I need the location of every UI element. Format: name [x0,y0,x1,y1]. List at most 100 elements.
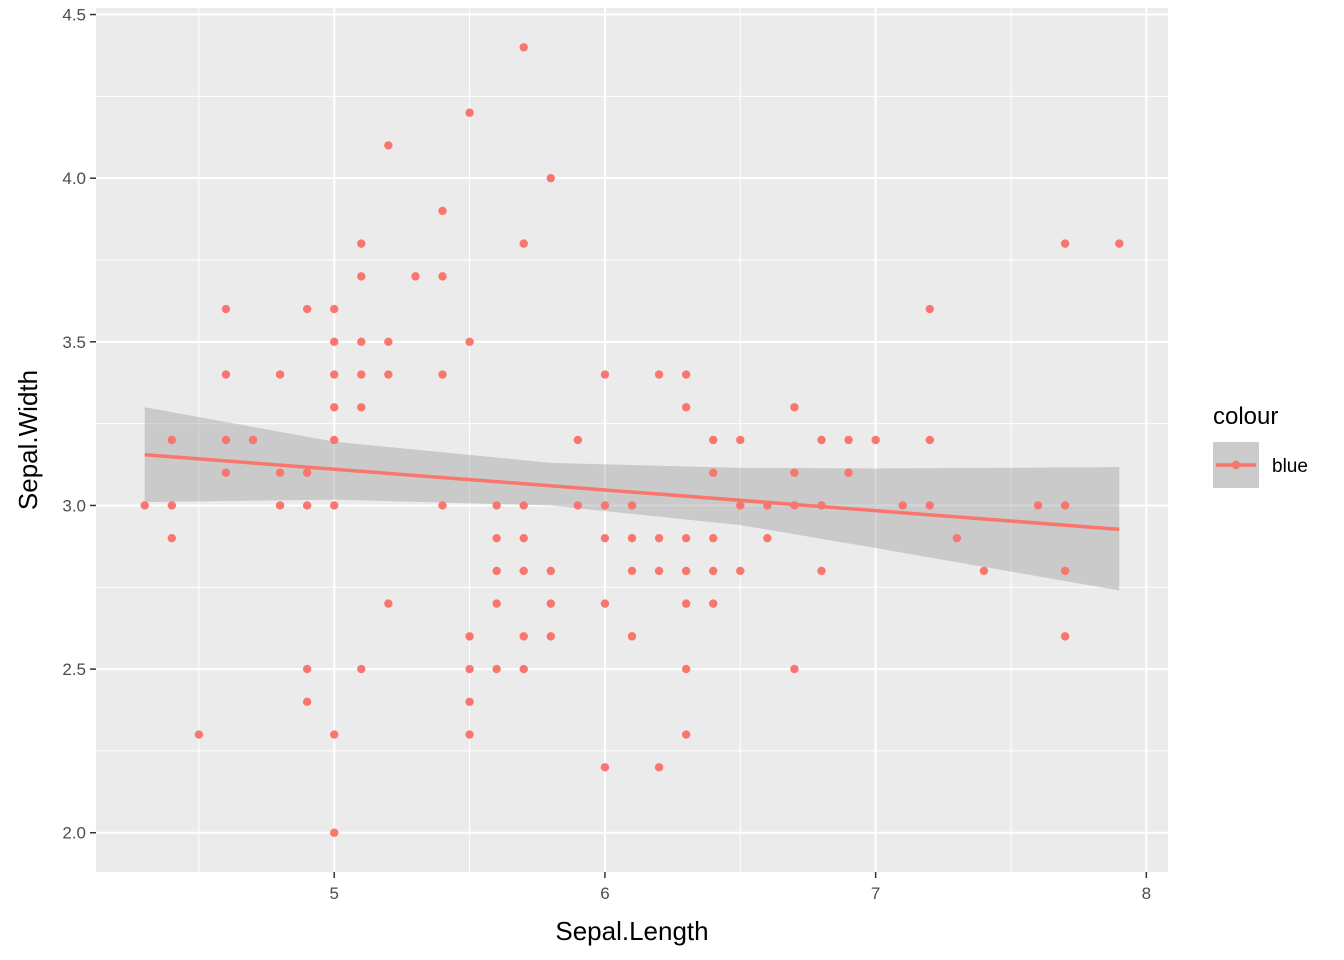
data-point [709,566,718,576]
data-point [357,239,366,248]
y-tick-label: 3.5 [62,333,86,352]
data-points [140,43,1124,837]
data-point [654,763,664,772]
data-point [140,501,149,510]
data-point [925,435,934,445]
data-point [357,337,366,347]
data-point [681,664,691,674]
data-point [438,206,447,216]
data-point [844,468,853,477]
legend: colour blue [1213,403,1308,488]
data-point [492,599,501,608]
data-point [357,370,366,379]
data-point [221,304,231,314]
data-point [654,566,664,576]
data-point [709,533,718,543]
legend-key-point [1231,460,1241,470]
data-point [736,566,745,576]
data-point [194,730,204,739]
data-point [546,599,555,608]
data-point [357,403,366,412]
data-point [492,566,501,576]
data-point [330,501,339,510]
data-point [465,337,474,347]
data-point [1060,632,1070,641]
data-point [681,533,691,543]
data-point [519,632,528,641]
data-point [275,370,285,379]
data-point [871,435,880,445]
data-point [736,501,745,510]
data-point [411,272,420,281]
data-point [1060,501,1070,510]
data-point [681,730,691,739]
data-point [600,763,610,772]
data-point [302,304,312,314]
data-point [248,435,258,445]
data-point [438,370,447,379]
data-point [275,501,285,510]
y-axis-title: Sepal.Width [13,370,43,510]
data-point [302,501,312,510]
data-point [573,501,583,510]
data-point [302,697,312,707]
data-point [384,141,393,150]
data-point [709,468,718,477]
data-point [790,403,799,412]
data-point [492,533,501,543]
x-axis-title: Sepal.Length [555,916,708,946]
data-point [330,730,339,739]
data-point [1115,239,1124,248]
data-point [709,599,718,608]
data-point [790,664,799,674]
data-point [654,370,664,379]
data-point [438,501,447,510]
data-point [600,501,610,510]
data-point [1060,566,1070,576]
data-point [817,566,826,576]
x-tick-label: 7 [871,884,880,903]
data-point [844,435,853,445]
y-tick-label: 2.0 [62,824,86,843]
data-point [546,566,555,576]
data-point [465,697,474,707]
data-point [221,468,231,477]
data-point [546,173,555,183]
data-point [681,403,691,412]
data-point [384,370,393,379]
data-point [681,599,691,608]
data-point [167,501,176,510]
data-point [357,664,366,674]
data-point [357,272,366,281]
x-axis-ticks: 5 6 7 8 [329,872,1151,903]
data-point [546,632,555,641]
y-axis-ticks: 2.0 2.5 3.0 3.5 4.0 4.5 [62,6,96,843]
data-point [330,435,339,445]
x-tick-label: 6 [600,884,609,903]
data-point [519,43,528,52]
data-point [790,468,799,477]
data-point [465,664,474,674]
data-point [221,370,231,379]
data-point [275,468,285,477]
data-point [167,533,176,543]
data-point [600,533,610,543]
data-point [167,435,176,445]
data-point [627,533,637,543]
y-tick-label: 3.0 [62,496,86,515]
data-point [384,599,393,608]
legend-label: blue [1272,456,1308,477]
data-point [519,566,528,576]
data-point [330,337,339,347]
x-tick-label: 5 [329,884,338,903]
data-point [979,566,989,576]
data-point [330,828,339,837]
data-point [519,501,528,510]
data-point [492,501,501,510]
confidence-ribbon [144,407,1120,591]
data-point [627,632,637,641]
data-point [330,403,339,412]
data-point [519,533,528,543]
data-point [709,435,718,445]
